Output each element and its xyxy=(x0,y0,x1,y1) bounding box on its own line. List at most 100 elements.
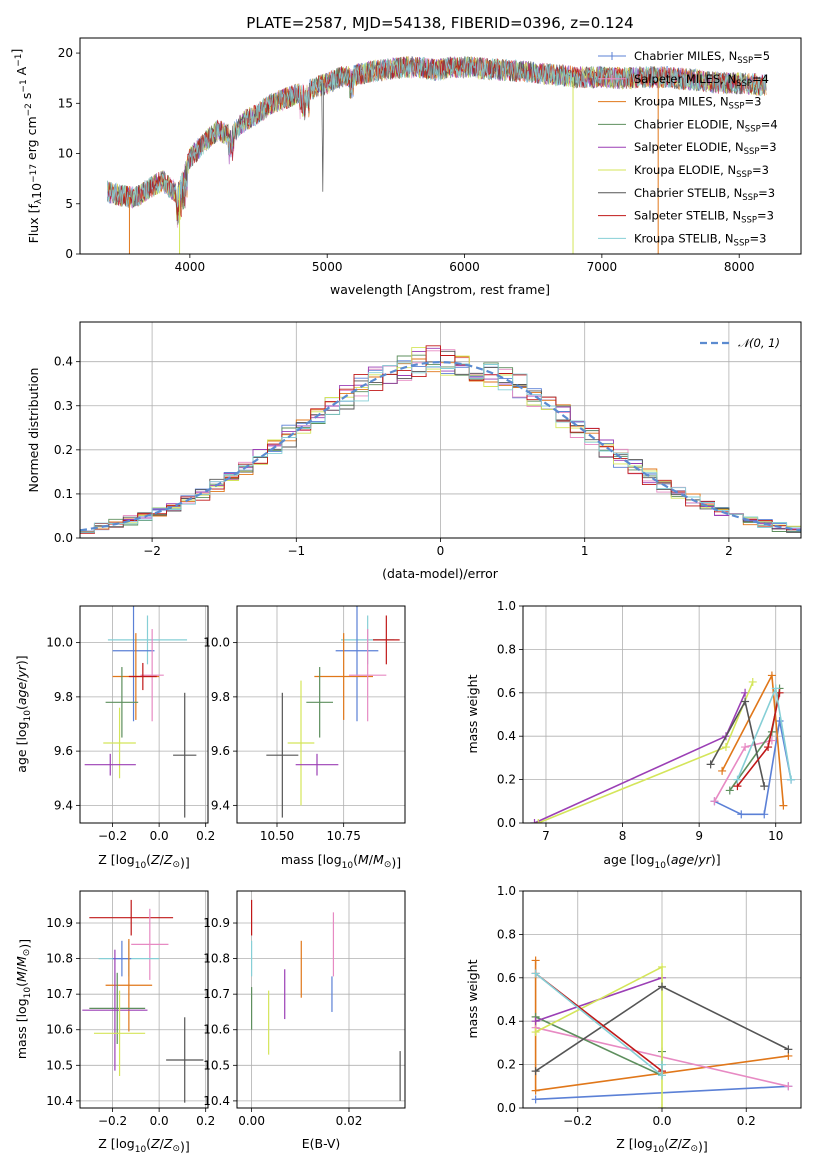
y-tick-label: 10.5 xyxy=(203,1058,230,1072)
y-tick-label: 9.6 xyxy=(54,744,73,758)
series-line-kroupa_stelib xyxy=(535,972,663,1078)
y-tick-label: 0 xyxy=(65,247,73,261)
axes: 10.50 10.75 9.4 9.6 9.8 10.0 xyxy=(203,636,361,843)
x-tick-label: 10.50 xyxy=(260,829,294,843)
legend: Chabrier MILES, NSSP=5 Salpeter MILES, NS… xyxy=(598,49,778,248)
x-axis-label: mass [log10(M/M⊙)] xyxy=(281,852,401,871)
y-tick-label: 0.2 xyxy=(497,773,516,787)
legend-label: Kroupa ELODIE, NSSP=3 xyxy=(634,163,769,180)
y-tick-label: 10.9 xyxy=(46,916,73,930)
y-tick-label: 0.8 xyxy=(497,642,516,656)
errorbar-salpeter_stelib xyxy=(373,615,400,665)
legend-label-normal: 𝒩(0, 1) xyxy=(738,336,780,350)
y-tick-label: 0.6 xyxy=(497,686,516,700)
x-tick-label: 7 xyxy=(542,829,550,843)
series-point-chabrier_miles xyxy=(760,810,769,819)
series-point-chabrier_miles xyxy=(531,1095,540,1104)
legend-label: Chabrier MILES, NSSP=5 xyxy=(634,49,770,66)
x-tick-label: 10.75 xyxy=(326,829,360,843)
plot-area xyxy=(80,345,801,537)
legend-label: Chabrier STELIB, NSSP=3 xyxy=(634,186,775,203)
x-tick-label: −0.2 xyxy=(98,1114,127,1128)
y-axis-label: Normed distribution xyxy=(26,368,41,493)
series-point-kroupa_elodie xyxy=(658,1104,666,1108)
x-tick-label: −2 xyxy=(143,544,161,558)
y-tick-label: 10.0 xyxy=(46,636,73,650)
series-line-chabrier_elodie xyxy=(535,1016,663,1077)
series-point-chabrier_miles xyxy=(775,717,784,726)
y-tick-label: 10.7 xyxy=(46,987,73,1001)
y-tick-label: 9.8 xyxy=(54,690,73,704)
x-tick-label: 0.2 xyxy=(737,1114,756,1128)
axes: −0.2 0.0 0.2 9.4 9.6 9.8 10.0 xyxy=(46,636,215,843)
chart-age_vs_mass: 10.50 10.75 9.4 9.6 9.8 10.0 mass [log10(M/M⊙)… xyxy=(203,605,406,871)
chart-weight_vs_Z: −0.2 0.0 0.2 0.0 0.2 0.4 0.6 0.8 1.0 Z [log10(Z/Z… xyxy=(465,884,802,1155)
series-point-kroupa_miles xyxy=(779,801,788,810)
axes-frame xyxy=(79,605,209,824)
axes: −0.2 0.0 0.2 10.4 10.5 10.6 10.7 10.8 10.9 xyxy=(46,916,215,1128)
errorbar-chabrier_elodie xyxy=(105,667,139,738)
errorbar-kroupa_miles xyxy=(105,939,153,1032)
y-tick-label: 5 xyxy=(65,197,73,211)
series-point-salpeter_miles xyxy=(784,1082,793,1091)
errorbar-chabrier_miles xyxy=(112,940,132,977)
series-point-salpeter_elodie xyxy=(530,819,539,823)
series-point-kroupa_elodie xyxy=(531,1028,540,1037)
errorbar-salpeter_stelib xyxy=(89,899,174,936)
axes-frame xyxy=(236,605,406,824)
x-tick-label: 0.0 xyxy=(652,1114,671,1128)
y-tick-label: 9.8 xyxy=(211,690,230,704)
plot-area xyxy=(82,899,204,1103)
errorbar-kroupa_miles xyxy=(314,633,373,720)
y-tick-label: 0.4 xyxy=(54,355,73,369)
spectrum-spike xyxy=(321,83,325,192)
x-tick-label: 7000 xyxy=(587,260,618,274)
y-tick-label: 0.0 xyxy=(497,816,516,830)
series-point-chabrier_stelib xyxy=(784,1045,793,1054)
x-tick-label: 10 xyxy=(768,829,783,843)
x-axis-label: E(B-V) xyxy=(302,1136,341,1151)
x-axis-label: Z [log10(Z/Z⊙)] xyxy=(98,852,190,871)
series-line-kroupa_elodie xyxy=(537,681,754,823)
errorbar-salpeter_miles xyxy=(349,629,387,722)
y-tick-label: 0.4 xyxy=(497,729,516,743)
series-point-kroupa_stelib xyxy=(771,684,780,693)
errorbar-chabrier_miles xyxy=(335,606,379,722)
y-tick-label: 10.4 xyxy=(46,1094,73,1108)
series-point-kroupa_miles xyxy=(718,766,727,775)
series-point-chabrier_stelib xyxy=(531,1067,540,1076)
x-axis-label: wavelength [Angstrom, rest frame] xyxy=(330,282,550,297)
y-tick-label: 10.6 xyxy=(46,1023,73,1037)
plot-area xyxy=(530,671,796,823)
x-tick-label: 9 xyxy=(695,829,703,843)
axes-frame xyxy=(79,37,802,255)
chart-age_vs_Z: −0.2 0.0 0.2 9.4 9.6 9.8 10.0 Z [log10(Z/Z⊙)] ag… xyxy=(14,605,215,871)
chart-mass_vs_ebv: 0.00 0.02 10.4 10.5 10.6 10.7 10.8 10.9 E(B-V) xyxy=(203,890,406,1151)
x-tick-label: 0.0 xyxy=(150,1114,169,1128)
y-axis-label: mass [log10(M/M⊙)] xyxy=(14,939,33,1059)
y-tick-label: 10.8 xyxy=(46,952,73,966)
series-point-kroupa_stelib xyxy=(531,969,540,978)
y-tick-label: 0.2 xyxy=(54,443,73,457)
y-tick-label: 1.0 xyxy=(497,599,516,613)
y-tick-label: 0.3 xyxy=(54,399,73,413)
y-axis-label: Flux [fλ10−17 erg cm−2 s−1 A−1] xyxy=(9,49,44,244)
x-tick-label: 6000 xyxy=(449,260,480,274)
axes-frame xyxy=(236,890,406,1109)
y-axis-label: mass weight xyxy=(465,959,480,1038)
y-tick-label: 10.5 xyxy=(46,1058,73,1072)
x-tick-label: −1 xyxy=(287,544,305,558)
y-tick-label: 10.4 xyxy=(203,1094,230,1108)
chart-residuals: −2 −1 0 1 2 0.0 0.1 0.2 0.3 0.4 (data-model)/error… xyxy=(26,321,802,581)
legend-label: Salpeter STELIB, NSSP=3 xyxy=(634,209,774,226)
errorbar-salpeter_elodie xyxy=(84,753,136,776)
series-point-chabrier_stelib xyxy=(741,697,750,706)
axes-frame xyxy=(79,321,802,539)
errorbar-salpeter_elodie xyxy=(82,949,148,1071)
x-tick-label: 0 xyxy=(437,544,445,558)
axes-frame xyxy=(522,605,802,824)
y-tick-label: 0.0 xyxy=(497,1101,516,1115)
x-tick-label: 0.0 xyxy=(150,829,169,843)
y-tick-label: 10.0 xyxy=(203,636,230,650)
errorbar-salpeter_elodie xyxy=(295,753,339,776)
